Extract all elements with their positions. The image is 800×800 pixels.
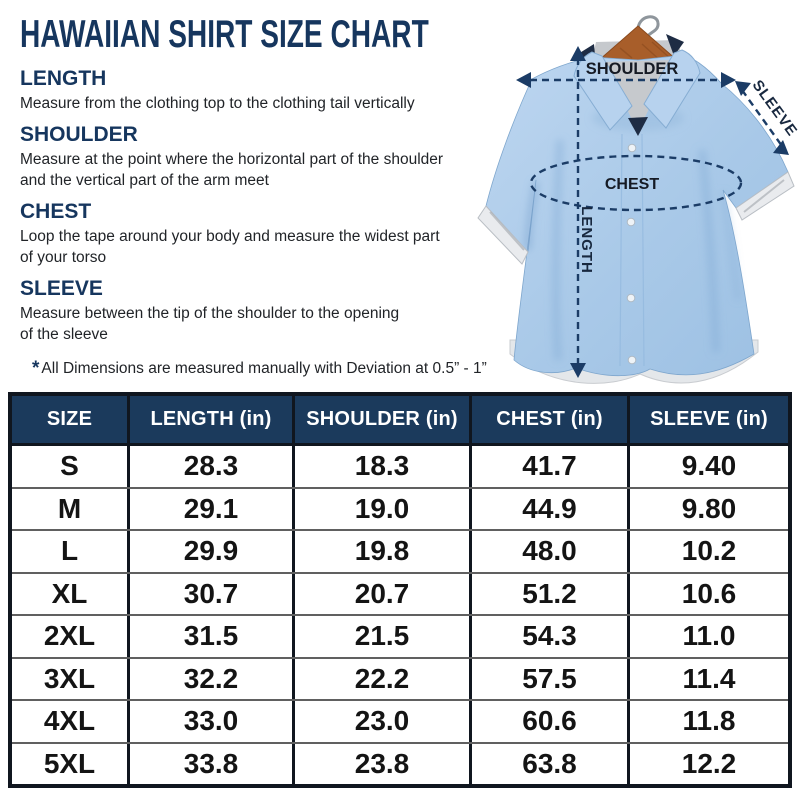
collar-flap-left xyxy=(573,51,633,131)
table-cell-shoulder_in: 21.5 xyxy=(295,616,472,657)
column-header: CHEST (in) xyxy=(472,396,630,443)
section-sleeve: SLEEVE Measure between the tip of the sh… xyxy=(20,276,498,345)
note-text: All Dimensions are measured manually wit… xyxy=(41,360,487,377)
table-cell-length_in: 32.2 xyxy=(130,658,295,699)
table-cell-sleeve_in: 11.4 xyxy=(682,662,736,694)
table-cell-shoulder_in: 22.2 xyxy=(295,658,472,699)
column-header: SIZE xyxy=(12,396,130,443)
table-row: M 29.1 19.0 44.9 9.80 xyxy=(12,486,788,529)
right-cuff-shadow xyxy=(743,179,785,213)
table-row: XL 30.7 20.7 51.2 10.6 xyxy=(12,571,788,614)
table-cell-sleeve_in: 11.0 xyxy=(682,620,736,652)
table-cell-sleeve_in: 10.2 xyxy=(681,535,737,567)
chest-label: CHEST xyxy=(605,176,659,193)
table-cell-chest_in: 44.9 xyxy=(472,488,630,529)
table-cell-size: 2XL xyxy=(12,616,130,657)
table-cell-chest_in: 57.5 xyxy=(472,658,630,699)
placket-top xyxy=(628,117,648,136)
table-cell-sleeve_in: 11.8 xyxy=(682,705,736,737)
shoulder-label: SHOULDER xyxy=(586,60,679,78)
table-cell-chest_in: 54.3 xyxy=(472,616,630,657)
column-header: SLEEVE (in) xyxy=(650,408,768,430)
section-description: Measure between the tip of the shoulder … xyxy=(20,305,400,343)
shirt-buttons xyxy=(626,143,637,365)
table-cell-chest_in: 51.2 xyxy=(472,573,630,614)
table-cell-shoulder_in: 19.8 xyxy=(295,531,472,572)
length-label: LENGTH xyxy=(578,206,595,274)
table-cell-size: L xyxy=(12,531,130,572)
asterisk-icon: * xyxy=(32,358,40,379)
neck-opening xyxy=(604,60,672,132)
section-chest: CHEST Loop the tape around your body and… xyxy=(20,199,498,268)
table-cell-sleeve_in: 9.40 xyxy=(681,450,737,482)
measure-arrowheads xyxy=(516,46,789,378)
section-length: LENGTH Measure from the clothing top to … xyxy=(20,66,498,114)
table-cell-sleeve_in: 10.6 xyxy=(681,577,737,609)
table-cell-chest_in: 60.6 xyxy=(472,701,630,742)
table-cell-length_in: 33.8 xyxy=(130,743,295,784)
table-cell-chest_in: 63.8 xyxy=(472,743,630,784)
table-row: 3XL 32.2 22.2 57.5 11.4 xyxy=(12,656,788,699)
table-cell-shoulder_in: 23.8 xyxy=(295,743,472,784)
table-row: 4XL 33.0 23.0 60.6 11.8 xyxy=(12,699,788,742)
table-cell-length_in: 31.5 xyxy=(130,616,295,657)
left-cuff-shadow xyxy=(489,211,525,251)
section-description: Loop the tape around your body and measu… xyxy=(20,228,440,266)
table-row: L 29.9 19.8 48.0 10.2 xyxy=(12,529,788,572)
hanger-hook xyxy=(636,15,660,40)
section-heading: SLEEVE xyxy=(20,277,103,300)
section-heading: LENGTH xyxy=(20,67,107,90)
size-table: SIZE LENGTH (in) SHOULDER (in) CHEST (in) SL… xyxy=(8,392,792,788)
table-cell-sleeve_in: 12.2 xyxy=(681,747,737,779)
table-cell-shoulder_in: 19.0 xyxy=(295,488,472,529)
table-cell-shoulder_in: 20.7 xyxy=(295,573,472,614)
table-cell-length_in: 30.7 xyxy=(130,573,295,614)
table-row: 2XL 31.5 21.5 54.3 11.0 xyxy=(12,614,788,657)
table-cell-size: 4XL xyxy=(12,701,130,742)
table-body: S 28.3 18.3 41.7 9.40 M 29.1 19.0 44.9 9.80 L 29.9 1… xyxy=(12,446,788,784)
section-heading: CHEST xyxy=(20,200,92,223)
column-header: SHOULDER (in) xyxy=(295,396,472,443)
chest-measure-ellipse xyxy=(529,154,743,212)
section-heading: SHOULDER xyxy=(20,123,138,146)
section-shoulder: SHOULDER Measure at the point where the … xyxy=(20,122,498,191)
section-description: Measure from the clothing top to the clo… xyxy=(20,95,415,112)
collar-tip-right xyxy=(666,34,684,56)
left-sleeve-cuff xyxy=(477,205,529,265)
button-placket xyxy=(619,133,645,367)
table-row: S 28.3 18.3 41.7 9.40 xyxy=(12,446,788,487)
table-cell-shoulder_in: 23.0 xyxy=(295,701,472,742)
table-cell-length_in: 29.9 xyxy=(130,531,295,572)
table-header-row: SIZE LENGTH (in) SHOULDER (in) CHEST (in) SL… xyxy=(12,396,788,446)
page-title: HAWAIIAN SHIRT SIZE CHART xyxy=(20,13,429,56)
shirt-measurement-diagram: SHOULDER CHEST LENGTH SLEEVE xyxy=(477,15,800,384)
table-cell-size: 3XL xyxy=(12,658,130,699)
table-cell-size: M xyxy=(12,488,130,529)
column-header: LENGTH (in) xyxy=(130,396,295,443)
table-cell-chest_in: 41.7 xyxy=(472,446,630,487)
table-cell-shoulder_in: 18.3 xyxy=(295,446,472,487)
table-cell-length_in: 28.3 xyxy=(130,446,295,487)
info-panel: HAWAIIAN SHIRT SIZE CHART LENGTH Measure… xyxy=(20,12,498,378)
table-cell-size: XL xyxy=(12,573,130,614)
section-description: Measure at the point where the horizonta… xyxy=(20,151,444,189)
table-cell-length_in: 29.1 xyxy=(130,488,295,529)
table-cell-length_in: 33.0 xyxy=(130,701,295,742)
table-cell-size: 5XL xyxy=(12,743,130,784)
table-row: 5XL 33.8 23.8 63.8 12.2 xyxy=(12,741,788,784)
table-cell-sleeve_in: 9.80 xyxy=(681,492,737,524)
deviation-note: * All Dimensions are measured manually w… xyxy=(20,358,498,379)
table-cell-size: S xyxy=(12,446,130,487)
table-cell-chest_in: 48.0 xyxy=(472,531,630,572)
collar-flap-right xyxy=(643,49,701,129)
